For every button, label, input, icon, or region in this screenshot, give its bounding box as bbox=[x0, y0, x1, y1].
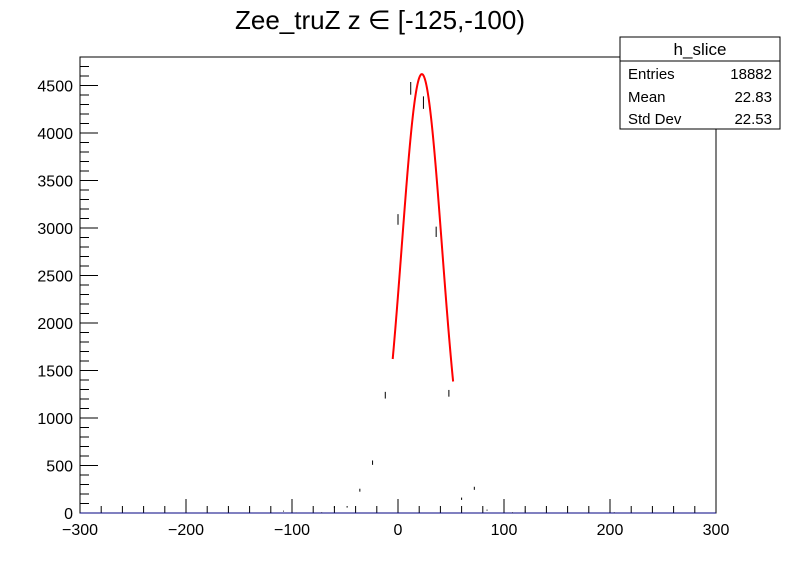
stats-box-name: h_slice bbox=[674, 40, 727, 59]
y-tick-label: 2000 bbox=[37, 316, 73, 333]
y-tick-label: 4000 bbox=[37, 126, 73, 143]
fit-curve bbox=[391, 73, 455, 382]
stat-stddev-label: Std Dev bbox=[628, 111, 682, 128]
y-axis: 0 500 1000 1500 2000 2500 3000 3500 4000 4500 bbox=[37, 56, 98, 523]
chart-title: Zee_truZ z ∈ [-125,-100) bbox=[235, 5, 525, 35]
x-tick-label: 100 bbox=[491, 522, 518, 539]
stat-entries-value: 18882 bbox=[730, 66, 772, 83]
x-tick-label: −100 bbox=[274, 522, 310, 539]
stat-mean-value: 22.83 bbox=[734, 89, 772, 106]
x-tick-label: 200 bbox=[597, 522, 624, 539]
x-tick-label: 0 bbox=[394, 522, 403, 539]
y-tick-label: 3000 bbox=[37, 221, 73, 238]
y-tick-label: 0 bbox=[64, 506, 73, 523]
y-tick-label: 2500 bbox=[37, 269, 73, 286]
x-tick-label: 300 bbox=[703, 522, 730, 539]
y-tick-label: 500 bbox=[46, 459, 73, 476]
y-tick-label: 3500 bbox=[37, 174, 73, 191]
y-tick-label: 1000 bbox=[37, 411, 73, 428]
x-axis: −300 −200 −100 0 100 200 300 bbox=[62, 499, 729, 539]
stats-box-frame bbox=[619, 36, 781, 130]
y-tick-label: 4500 bbox=[37, 79, 73, 96]
histogram-series bbox=[80, 81, 716, 514]
stat-stddev-value: 22.53 bbox=[734, 111, 772, 128]
x-tick-label: −200 bbox=[168, 522, 204, 539]
x-tick-label: −300 bbox=[62, 522, 98, 539]
stat-mean-label: Mean bbox=[628, 89, 666, 106]
stats-box: h_slice Entries 18882 Mean 22.83 Std Dev… bbox=[619, 36, 781, 130]
gaussian-fit bbox=[391, 73, 455, 382]
y-tick-label: 1500 bbox=[37, 364, 73, 381]
stat-entries-label: Entries bbox=[628, 66, 675, 83]
